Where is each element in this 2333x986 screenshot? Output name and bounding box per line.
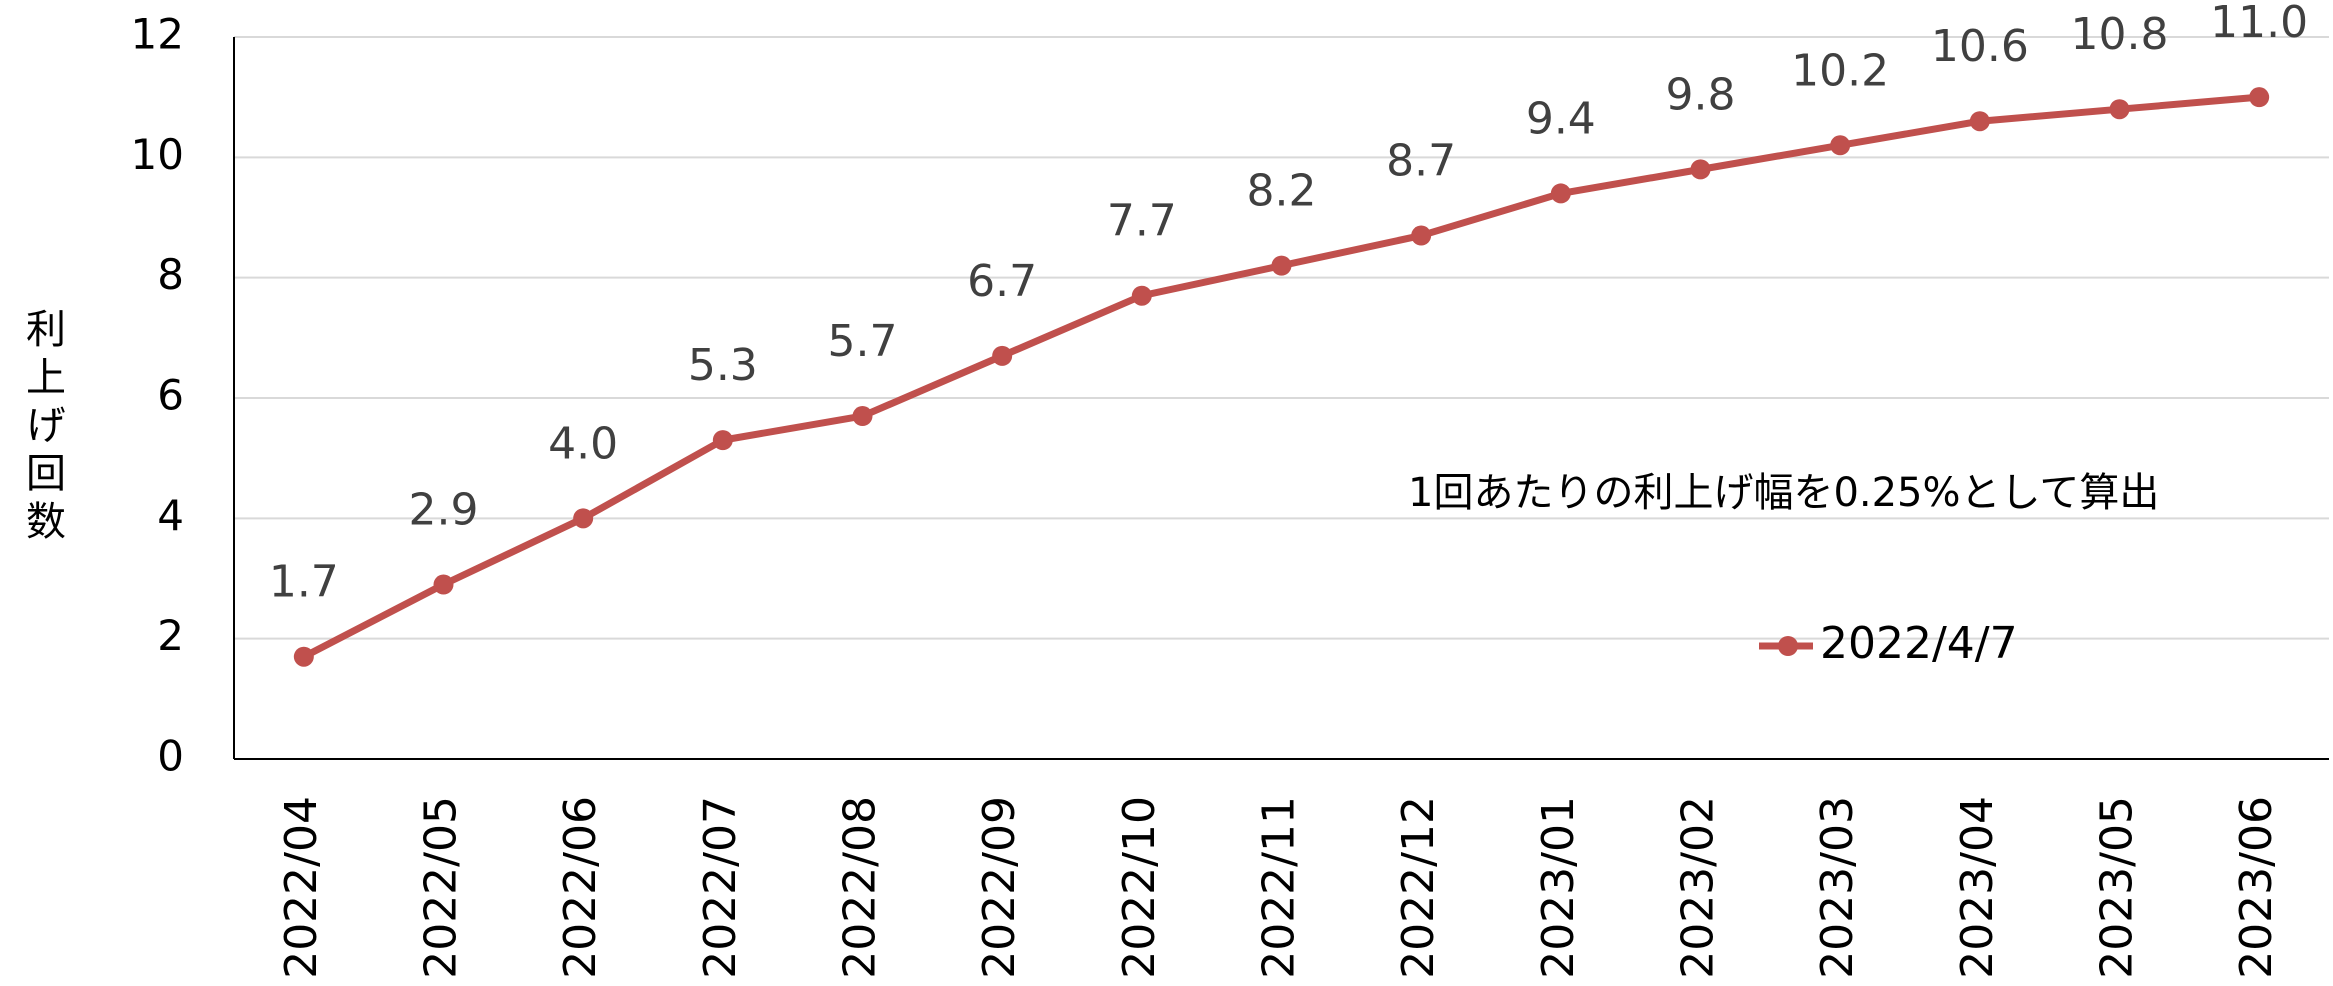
marker bbox=[1830, 135, 1851, 156]
data-label: 8.2 bbox=[1247, 166, 1317, 217]
data-label: 4.0 bbox=[548, 418, 618, 469]
data-label: 2.9 bbox=[409, 485, 479, 536]
annotation: 1回あたりの利上げ幅を0.25%として算出 bbox=[1408, 470, 2159, 516]
y-tick-label: 6 bbox=[157, 371, 184, 420]
y-tick-label: 8 bbox=[157, 250, 184, 299]
data-label: 5.3 bbox=[688, 340, 758, 391]
y-axis-label: 利上げ回数 bbox=[19, 308, 65, 548]
x-tick-label: 2022/07 bbox=[695, 796, 746, 979]
x-tick-label: 2022/11 bbox=[1254, 796, 1305, 979]
y-tick-label: 0 bbox=[157, 732, 184, 781]
marker bbox=[1411, 225, 1432, 246]
marker bbox=[1550, 183, 1571, 204]
y-tick-label: 12 bbox=[131, 10, 184, 59]
data-label: 6.7 bbox=[967, 256, 1037, 307]
data-label: 10.2 bbox=[1791, 45, 1889, 96]
data-label: 8.7 bbox=[1386, 136, 1456, 187]
x-tick-label: 2022/08 bbox=[835, 796, 886, 979]
marker bbox=[992, 345, 1013, 366]
marker bbox=[433, 574, 454, 595]
y-tick-label: 2 bbox=[157, 611, 184, 660]
data-label: 10.6 bbox=[1931, 21, 2029, 72]
marker bbox=[1690, 159, 1711, 180]
legend-marker bbox=[1778, 636, 1798, 656]
data-label: 10.8 bbox=[2071, 9, 2169, 60]
marker bbox=[1131, 285, 1152, 306]
marker bbox=[1969, 111, 1990, 132]
legend-label: 2022/4/7 bbox=[1820, 618, 2018, 669]
x-tick-label: 2022/10 bbox=[1114, 796, 1165, 979]
marker bbox=[852, 406, 873, 427]
x-tick-label: 2023/05 bbox=[2092, 796, 2143, 979]
marker bbox=[2249, 87, 2270, 108]
data-label: 11.0 bbox=[2210, 0, 2308, 48]
data-label: 9.8 bbox=[1666, 69, 1736, 120]
y-tick-label: 4 bbox=[157, 491, 184, 540]
x-tick-label: 2022/04 bbox=[276, 796, 327, 979]
marker bbox=[573, 508, 594, 529]
marker bbox=[712, 430, 733, 451]
x-tick-label: 2023/02 bbox=[1673, 796, 1724, 979]
data-label: 7.7 bbox=[1107, 196, 1177, 247]
marker bbox=[2109, 99, 2130, 120]
x-tick-label: 2023/03 bbox=[1812, 796, 1863, 979]
x-tick-label: 2022/09 bbox=[974, 796, 1025, 979]
y-tick-label: 10 bbox=[131, 130, 184, 179]
x-tick-label: 2022/05 bbox=[416, 796, 467, 979]
x-tick-label: 2022/06 bbox=[555, 796, 606, 979]
marker bbox=[1271, 255, 1292, 276]
data-label: 9.4 bbox=[1526, 93, 1596, 144]
x-tick-label: 2023/01 bbox=[1533, 796, 1584, 979]
data-label: 1.7 bbox=[269, 557, 339, 608]
x-tick-label: 2023/06 bbox=[2231, 796, 2282, 979]
marker bbox=[293, 646, 314, 667]
data-label: 5.7 bbox=[828, 316, 898, 367]
x-tick-label: 2022/12 bbox=[1393, 796, 1444, 979]
x-tick-label: 2023/04 bbox=[1952, 796, 2003, 979]
